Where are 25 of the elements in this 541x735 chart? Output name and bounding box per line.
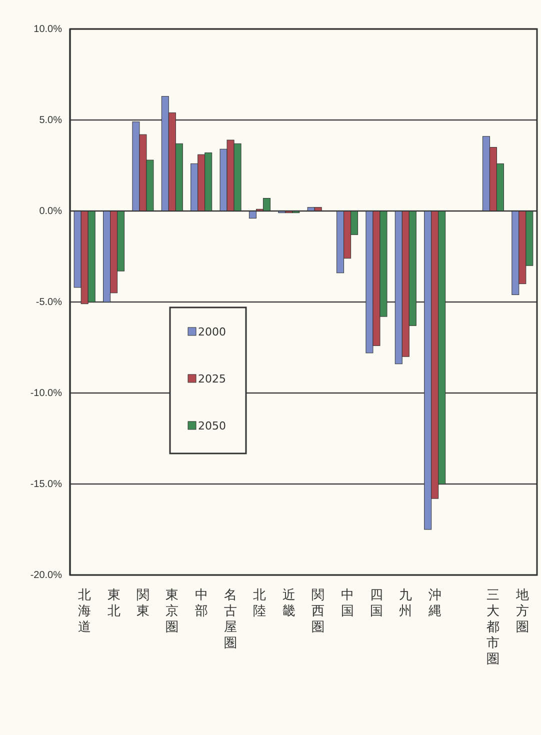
x-tick-label: 名古屋圏: [224, 587, 238, 650]
legend-label: 2025: [198, 372, 226, 386]
x-tick-label: 関東: [136, 587, 150, 618]
y-tick-label: -20.0%: [30, 570, 62, 582]
legend-label: 2050: [198, 419, 226, 432]
x-tick-label: 近畿: [282, 587, 296, 618]
x-tick-label: 地方圏: [514, 587, 529, 634]
y-tick-label: 5.0%: [39, 115, 62, 126]
y-tick-label: 0.0%: [39, 206, 62, 218]
legend-label: 2000: [198, 325, 226, 338]
x-tick-label: 四国: [370, 587, 383, 618]
x-tick-label: 九州: [399, 587, 412, 618]
x-tick-label: 沖縄: [427, 587, 442, 618]
x-tick-label: 関西圏: [312, 587, 325, 634]
x-tick-label: 東京圏: [166, 587, 179, 634]
x-tick-label: 中部: [194, 587, 208, 618]
x-tick-label: 三大都市圏: [486, 587, 500, 666]
y-tick-label: -5.0%: [36, 297, 62, 308]
x-tick-label: 中国: [340, 587, 354, 618]
x-tick-label: 北陸: [253, 587, 266, 618]
y-tick-label: -10.0%: [30, 388, 62, 400]
x-tick-label: 東北: [107, 587, 120, 618]
y-tick-label: 10.0%: [34, 24, 62, 36]
y-tick-label: -15.0%: [30, 479, 62, 490]
x-tick-label: 北海道: [78, 587, 92, 634]
